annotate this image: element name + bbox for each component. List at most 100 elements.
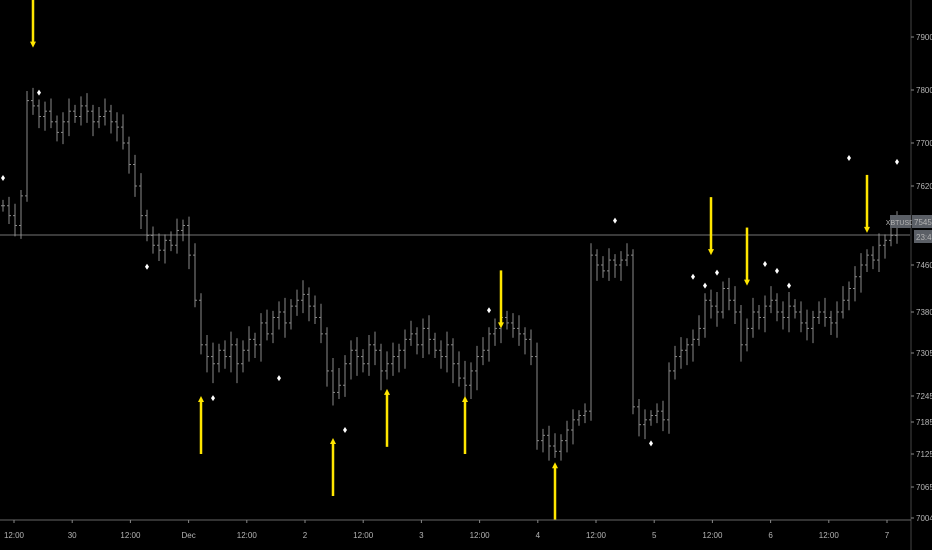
ohlc-bar — [295, 289, 299, 316]
ohlc-bar — [187, 216, 191, 270]
ohlc-bar — [691, 329, 695, 362]
y-tick-label: 7460.0 — [916, 261, 932, 270]
ohlc-bar — [805, 309, 809, 341]
ohlc-bar — [319, 303, 323, 344]
ohlc-bar — [871, 246, 875, 270]
diamond-marker-icon — [37, 89, 41, 96]
ohlc-bar — [139, 173, 143, 229]
x-tick-label: 30 — [68, 531, 77, 540]
ohlc-bar — [817, 301, 821, 325]
y-tick-label: 7900.0 — [916, 33, 932, 42]
ohlc-bar — [553, 433, 557, 458]
ohlc-bar — [79, 96, 83, 126]
ohlc-bar — [241, 340, 245, 373]
diamond-marker-icon — [343, 427, 347, 433]
ohlc-bar — [511, 313, 515, 338]
x-tick-label: 12:00 — [237, 531, 258, 540]
diamond-marker-icon — [145, 263, 149, 270]
ohlc-bar — [289, 299, 293, 330]
signals — [1, 0, 899, 521]
ohlc-bar — [253, 332, 257, 359]
ohlc-bar — [859, 253, 863, 293]
ohlc-bar — [571, 409, 575, 445]
ohlc-bar — [559, 434, 563, 461]
diamond-marker-icon — [277, 375, 281, 382]
ohlc-bar — [823, 297, 827, 327]
ohlc-bar — [829, 310, 833, 335]
ohlc-bar — [445, 331, 449, 373]
ohlc-bar — [883, 234, 887, 259]
ohlc-bar — [565, 420, 569, 453]
buy-arrow-icon — [384, 388, 390, 447]
ohlc-bar — [841, 286, 845, 319]
ohlc-bar — [685, 338, 689, 366]
ohlc-bar — [433, 332, 437, 359]
ohlc-bar — [217, 343, 221, 373]
ohlc-bar — [277, 301, 281, 330]
ohlc-bar — [769, 286, 773, 314]
ohlc-bar — [37, 99, 41, 129]
ohlc-bar — [577, 410, 581, 426]
x-tick-label: 4 — [536, 531, 541, 540]
ohlc-bar — [403, 329, 407, 369]
ohlc-bar — [145, 209, 149, 242]
x-tick-label: 5 — [652, 531, 657, 540]
x-tick-label: 3 — [419, 531, 424, 540]
y-tick-label: 7065.0 — [916, 483, 932, 492]
ohlc-bar — [595, 249, 599, 281]
ohlc-bar — [337, 368, 341, 400]
x-tick-label: 12:00 — [470, 531, 491, 540]
ohlc-bar — [235, 338, 239, 384]
ohlc-bar — [169, 231, 173, 252]
ohlc-bar — [721, 281, 725, 319]
ohlc-bar — [409, 320, 413, 346]
ohlc-bar — [1, 199, 5, 212]
ohlc-bar — [391, 342, 395, 376]
y-tick-label: 7125.0 — [916, 450, 932, 459]
ohlc-bar — [127, 136, 131, 174]
diamond-marker-icon — [775, 267, 779, 274]
y-tick-label: 7620.0 — [916, 182, 932, 191]
ohlc-bar — [655, 403, 659, 424]
ohlc-bar — [175, 218, 179, 254]
y-tick-label: 7700.0 — [916, 139, 932, 148]
x-tick-label: 12:00 — [4, 531, 25, 540]
x-axis[interactable]: 12:00 30 12:00 Dec 12:00 2 12:00 3 12:00 4 12:00 5 1… — [4, 520, 890, 540]
y-tick-label: 7380.0 — [916, 308, 932, 317]
ohlc-bar — [877, 233, 881, 273]
ohlc-bar — [103, 98, 107, 126]
x-tick-label: 12:00 — [702, 531, 723, 540]
x-tick-label: 12:00 — [353, 531, 374, 540]
x-tick-label: 6 — [768, 531, 773, 540]
y-axis[interactable]: 7900.0 7800.0 7700.0 7620.0 7460.0 7380.0 7305… — [911, 33, 932, 523]
ohlc-bar — [835, 301, 839, 338]
ohlc-bar — [49, 98, 53, 129]
ohlc-bar — [223, 340, 227, 369]
sell-arrow-icon — [708, 197, 714, 256]
ohlc-bar — [67, 98, 71, 137]
ohlc-bar — [607, 248, 611, 281]
diamond-marker-icon — [691, 273, 695, 280]
ohlc-bar — [667, 362, 671, 434]
ohlc-bar — [421, 318, 425, 359]
ohlc-bar — [163, 234, 167, 264]
ohlc-bar — [643, 409, 647, 440]
ohlc-bar — [787, 292, 791, 333]
buy-arrow-icon — [330, 438, 336, 496]
ohlc-bar — [271, 310, 275, 344]
ohlc-bar — [31, 87, 35, 115]
x-tick-label: Dec — [181, 531, 195, 540]
ohlc-bar — [709, 289, 713, 319]
diamond-marker-icon — [787, 282, 791, 289]
x-tick-label: 7 — [885, 531, 890, 540]
ohlc-bar — [307, 287, 311, 322]
ohlc-bar — [847, 281, 851, 311]
ohlc-bar — [97, 106, 101, 129]
last-price-label: 7545.5 23:47 — [912, 215, 932, 243]
ohlc-bar — [535, 342, 539, 450]
symbol-text: XBTUSD — [886, 220, 914, 227]
x-tick-label: 2 — [303, 531, 308, 540]
ohlc-bar — [157, 233, 161, 262]
ohlc-bar — [151, 226, 155, 254]
